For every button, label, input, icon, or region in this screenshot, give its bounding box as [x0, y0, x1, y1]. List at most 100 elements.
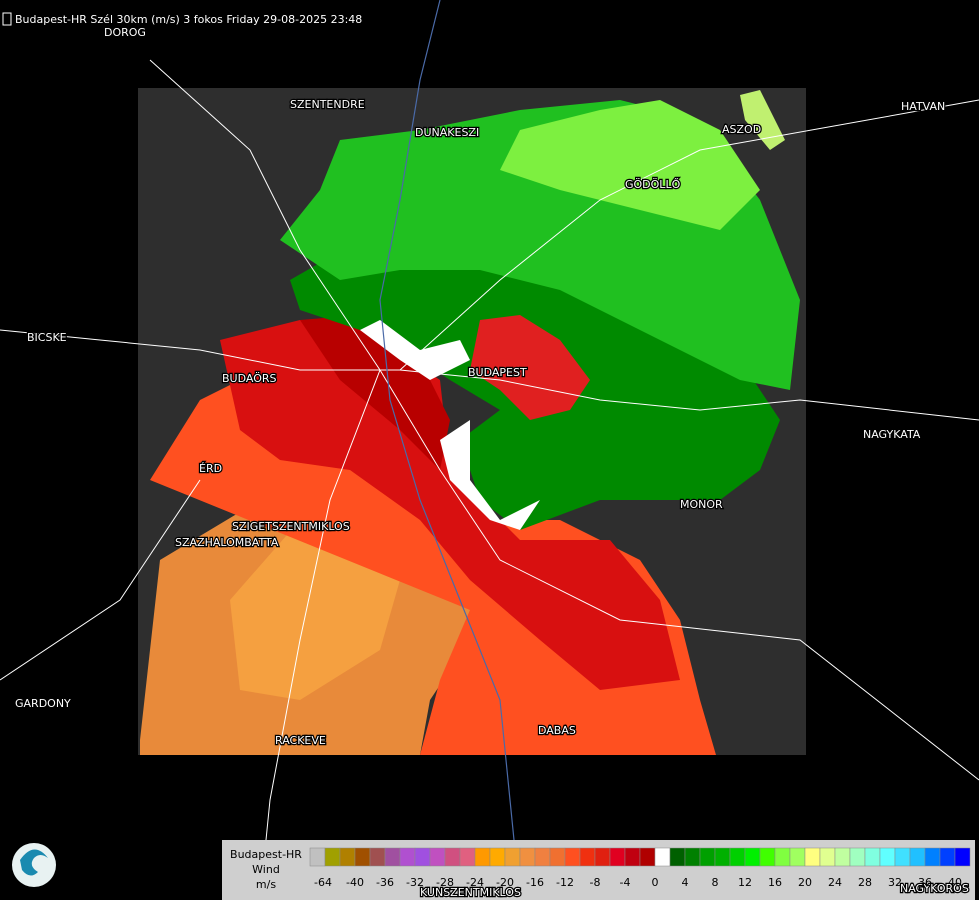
logo	[12, 843, 56, 887]
legend-tick: 8	[712, 876, 719, 889]
legend-swatch	[474, 847, 491, 867]
legend-swatch	[714, 847, 731, 867]
legend-tick: 40	[948, 876, 962, 889]
place-label: GARDONY	[15, 697, 71, 710]
legend-tick: 24	[828, 876, 842, 889]
legend-tick: 20	[798, 876, 812, 889]
place-label: KUNSZENTMIKLOS	[420, 886, 521, 899]
legend-swatch	[699, 847, 716, 867]
echo-lightorange	[230, 520, 400, 700]
legend-tick: -16	[526, 876, 544, 889]
road	[399, 99, 979, 371]
legend-label: m/s	[256, 878, 276, 891]
legend-swatch	[579, 847, 596, 867]
legend-tick: -28	[436, 876, 454, 889]
legend-tick: -8	[590, 876, 601, 889]
legend-tick: 16	[768, 876, 782, 889]
place-label: MONOR	[680, 498, 723, 511]
echo-darkred	[300, 315, 450, 470]
echo-red-blob	[470, 315, 590, 420]
legend-swatch	[879, 847, 896, 867]
road	[0, 329, 979, 421]
legend-swatch	[774, 847, 791, 867]
legend-tick: -12	[556, 876, 574, 889]
road	[259, 369, 381, 900]
place-label: BUDAÖRS	[222, 372, 277, 385]
title-icon	[2, 12, 12, 26]
legend-swatch	[654, 847, 671, 867]
legend-swatch	[309, 847, 326, 867]
legend-swatch	[519, 847, 536, 867]
legend-label: Budapest-HR	[230, 848, 302, 861]
legend-swatch	[489, 847, 506, 867]
legend-swatch	[369, 847, 386, 867]
echo-white2	[440, 420, 540, 530]
legend-swatch	[894, 847, 911, 867]
echo-white	[360, 320, 470, 380]
place-label: GÖDÖLLŐ	[625, 177, 681, 191]
place-label: BUDAPEST	[468, 366, 527, 379]
legend-swatch	[864, 847, 881, 867]
legend-swatch	[354, 847, 371, 867]
legend-swatch	[564, 847, 581, 867]
legend-tick: -24	[466, 876, 484, 889]
river	[379, 0, 521, 900]
legend-swatch	[909, 847, 926, 867]
legend-swatch	[939, 847, 956, 867]
legend-swatch	[759, 847, 776, 867]
legend-tick: -4	[620, 876, 631, 889]
logo-swirl	[20, 849, 48, 876]
legend-tick: -40	[346, 876, 364, 889]
legend-tick: -32	[406, 876, 424, 889]
roads	[0, 59, 979, 900]
legend-swatch	[414, 847, 431, 867]
road	[0, 479, 201, 681]
legend-swatch	[444, 847, 461, 867]
legend-tick: 4	[682, 876, 689, 889]
logo-circle	[12, 843, 56, 887]
place-label: NAGYKOROS	[900, 882, 969, 895]
legend-swatch	[459, 847, 476, 867]
legend-tick: 32	[888, 876, 902, 889]
legend-swatch	[684, 847, 701, 867]
legend-swatch	[849, 847, 866, 867]
legend-tick: 28	[858, 876, 872, 889]
place-label: DABAS	[538, 724, 576, 737]
echo-lightgreen	[500, 100, 760, 230]
legend-swatch	[789, 847, 806, 867]
legend-swatch	[399, 847, 416, 867]
place-label: SZAZHALOMBATTA	[175, 536, 279, 549]
road	[379, 369, 979, 781]
legend-tick: -64	[314, 876, 332, 889]
title: Budapest-HR Szél 30km (m/s) 3 fokos Frid…	[15, 13, 362, 26]
echo-red	[220, 320, 680, 690]
legend-swatch	[429, 847, 446, 867]
place-label: ASZOD	[722, 123, 761, 136]
legend-swatch	[609, 847, 626, 867]
legend-swatch	[594, 847, 611, 867]
legend-swatch	[924, 847, 941, 867]
echoes	[140, 90, 800, 755]
legend-swatch	[639, 847, 656, 867]
legend-swatch	[729, 847, 746, 867]
road	[149, 59, 381, 371]
legend-tick: -36	[376, 876, 394, 889]
place-label: SZENTENDRE	[290, 98, 365, 111]
legend-swatch	[339, 847, 356, 867]
legend-swatch	[834, 847, 851, 867]
legend-swatch	[669, 847, 686, 867]
place-label: SZIGETSZENTMIKLOS	[232, 520, 350, 533]
legend-tick: 36	[918, 876, 932, 889]
place-label: DUNAKESZI	[415, 126, 479, 139]
legend-swatch	[804, 847, 821, 867]
place-label: BICSKE	[27, 331, 67, 344]
place-label: RACKEVE	[275, 734, 326, 747]
legend-tick: 0	[652, 876, 659, 889]
legend-tick: -20	[496, 876, 514, 889]
legend-label: Wind	[252, 863, 280, 876]
legend-swatch	[954, 847, 971, 867]
legend-swatch	[744, 847, 761, 867]
legend-swatch	[534, 847, 551, 867]
legend-swatch	[549, 847, 566, 867]
